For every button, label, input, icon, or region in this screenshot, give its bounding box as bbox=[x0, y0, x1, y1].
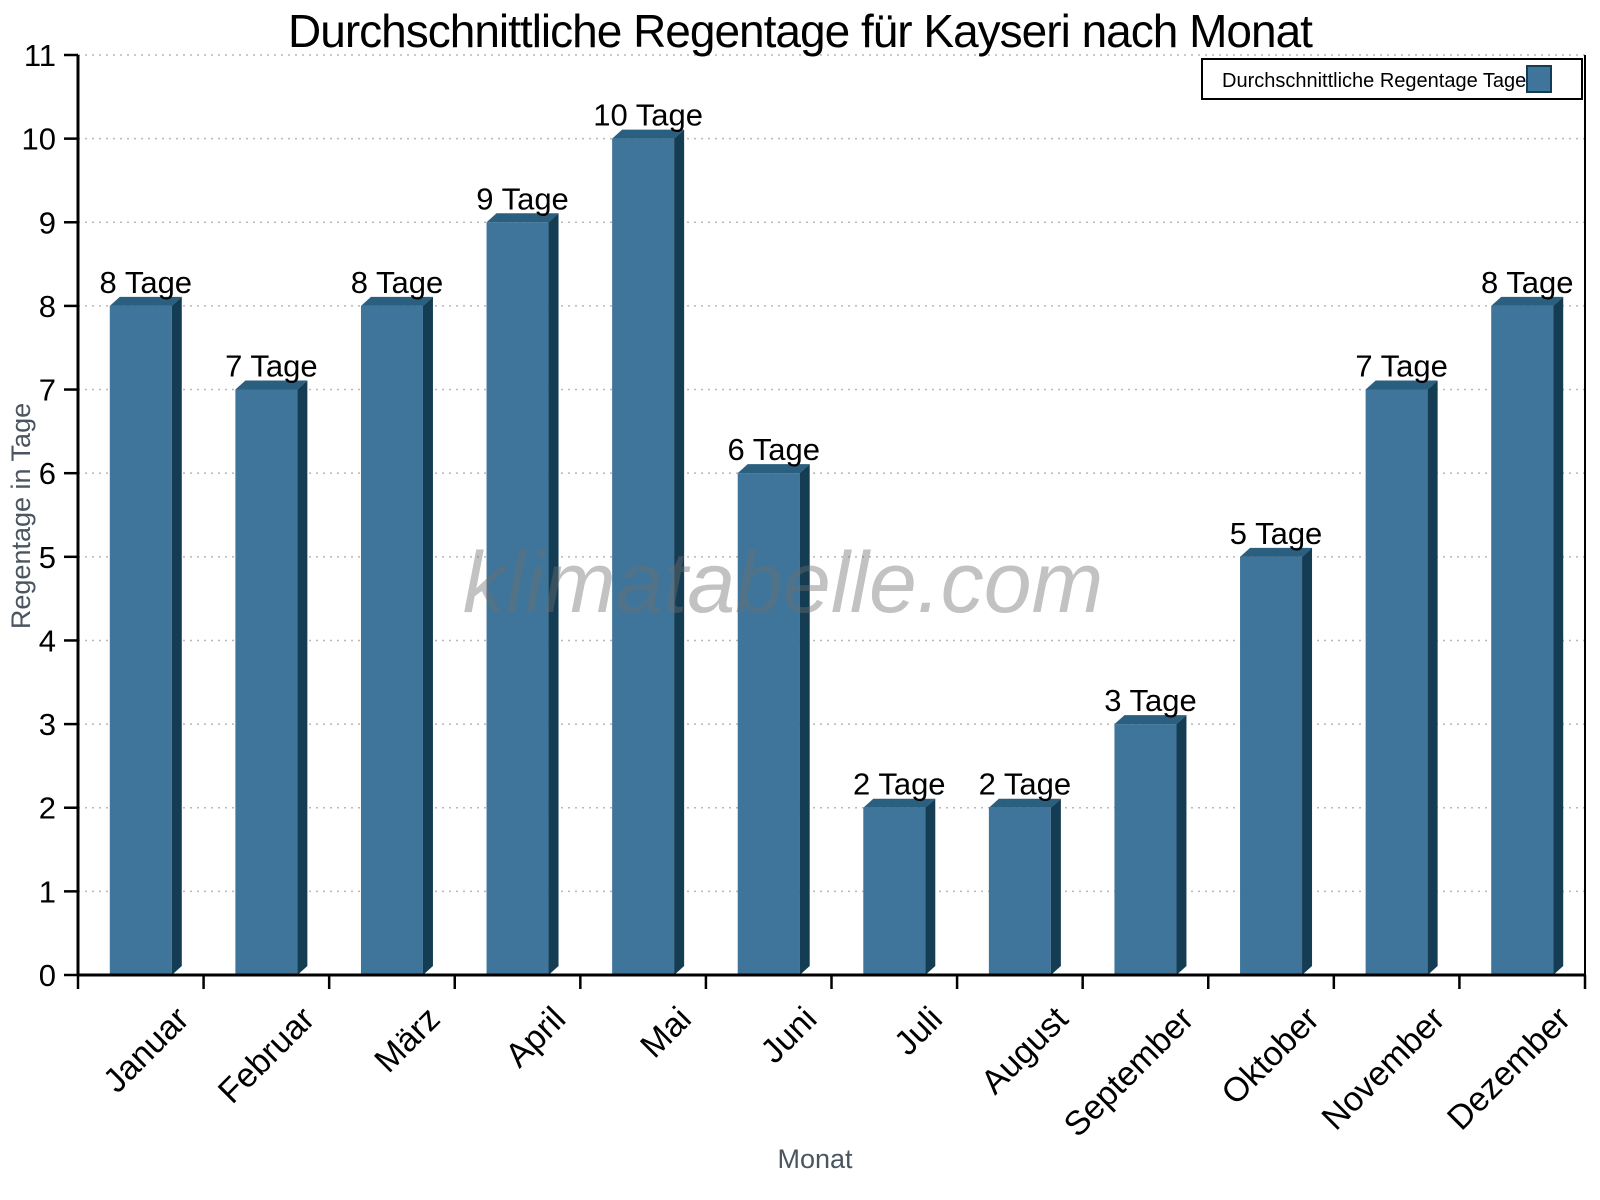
bar-label-marz: 8 Tage bbox=[351, 265, 444, 300]
bar-label-juli: 2 Tage bbox=[853, 767, 946, 802]
bar-top-august bbox=[988, 798, 1061, 808]
bar-side-juni bbox=[799, 464, 810, 975]
bar-top-dezember bbox=[1491, 296, 1564, 306]
bar-value-labels: 8 Tage 7 Tage 8 Tage 9 Tage 10 Tage 6 Tage 2 T… bbox=[100, 98, 1574, 802]
bar-label-oktober: 5 Tage bbox=[1230, 516, 1323, 551]
bar-side-juli bbox=[925, 798, 936, 975]
x-label-august: August bbox=[974, 999, 1076, 1101]
x-label-april: April bbox=[498, 1000, 573, 1075]
bar-side-april bbox=[548, 213, 559, 976]
y-tick-label-7: 7 bbox=[39, 373, 56, 408]
bar-label-mai: 10 Tage bbox=[593, 98, 703, 133]
bar-label-januar: 8 Tage bbox=[100, 265, 193, 300]
y-tick-label-0: 0 bbox=[39, 958, 56, 993]
bar-side-oktober bbox=[1302, 547, 1313, 975]
bar-top-oktober bbox=[1240, 547, 1313, 557]
x-label-juli: Juli bbox=[887, 1000, 950, 1063]
bar-november bbox=[1365, 380, 1438, 976]
y-tick-label-3: 3 bbox=[39, 707, 56, 742]
bar-side-januar bbox=[171, 296, 182, 976]
bar-top-november bbox=[1365, 380, 1438, 390]
bar-front-juli bbox=[863, 807, 926, 975]
bar-side-februar bbox=[297, 380, 308, 976]
x-axis-category-labels: Januar Februar März April Mai Juni Juli AugustS… bbox=[96, 999, 1578, 1144]
bar-front-januar bbox=[109, 305, 172, 976]
bar-label-juni: 6 Tage bbox=[727, 432, 820, 467]
bar-label-november: 7 Tage bbox=[1355, 349, 1448, 384]
y-axis-ticks: 0 1 2 3 4 5 6 7 8 9 10 11 bbox=[22, 38, 78, 993]
bar-top-april bbox=[486, 213, 559, 223]
bar-label-februar: 7 Tage bbox=[225, 349, 318, 384]
bar-oktober bbox=[1240, 547, 1313, 975]
bar-top-januar bbox=[109, 296, 182, 306]
y-axis-title: Regentage in Tage bbox=[6, 403, 36, 629]
y-tick-label-1: 1 bbox=[39, 874, 56, 909]
bar-top-juni bbox=[737, 464, 810, 474]
bar-august bbox=[988, 798, 1061, 975]
x-label-september: September bbox=[1057, 1000, 1201, 1144]
bar-side-august bbox=[1050, 798, 1061, 975]
bar-front-juni bbox=[737, 473, 800, 975]
bar-marz bbox=[360, 296, 433, 976]
x-label-mai: Mai bbox=[633, 1000, 699, 1066]
bar-front-mai bbox=[612, 138, 675, 976]
y-tick-label-9: 9 bbox=[39, 205, 56, 240]
y-tick-label-2: 2 bbox=[39, 791, 56, 826]
watermark-text: klimatabelle.com bbox=[463, 535, 1103, 631]
bar-juli bbox=[863, 798, 936, 975]
legend-swatch-icon bbox=[1526, 65, 1552, 93]
bar-front-november bbox=[1365, 389, 1428, 976]
bar-april bbox=[486, 213, 559, 976]
y-tick-label-11: 11 bbox=[24, 38, 56, 73]
x-axis-ticks bbox=[76, 975, 1587, 989]
bar-januar bbox=[109, 296, 182, 976]
bar-front-april bbox=[486, 222, 549, 976]
bar-top-september bbox=[1114, 715, 1187, 725]
bar-front-august bbox=[988, 807, 1051, 975]
legend-box bbox=[1201, 58, 1583, 100]
bar-front-februar bbox=[235, 389, 298, 976]
bar-label-dezember: 8 Tage bbox=[1481, 265, 1574, 300]
bar-front-dezember bbox=[1491, 305, 1554, 976]
y-tick-label-5: 5 bbox=[39, 540, 56, 575]
bar-label-august: 2 Tage bbox=[979, 767, 1072, 802]
x-label-dezember: Dezember bbox=[1440, 1000, 1578, 1138]
x-label-marz: März bbox=[367, 1000, 447, 1080]
bar-side-dezember bbox=[1553, 296, 1564, 976]
bar-label-april: 9 Tage bbox=[476, 181, 569, 216]
bar-side-september bbox=[1176, 715, 1187, 975]
y-tick-label-8: 8 bbox=[39, 289, 56, 324]
x-axis-title: Monat bbox=[777, 1144, 853, 1174]
legend-label: Durchschnittliche Regentage Tage bbox=[1222, 70, 1526, 92]
x-label-juni: Juni bbox=[753, 1000, 824, 1071]
x-label-november: November bbox=[1315, 1000, 1453, 1138]
y-tick-label-10: 10 bbox=[22, 122, 56, 157]
bar-front-oktober bbox=[1240, 556, 1303, 975]
bar-top-marz bbox=[360, 296, 433, 306]
bars bbox=[109, 129, 1564, 976]
bar-dezember bbox=[1491, 296, 1564, 976]
bar-top-mai bbox=[612, 129, 685, 139]
bar-side-november bbox=[1427, 380, 1438, 976]
bar-side-marz bbox=[422, 296, 433, 976]
bar-front-september bbox=[1114, 724, 1177, 975]
bar-label-september: 3 Tage bbox=[1104, 683, 1197, 718]
bar-top-februar bbox=[235, 380, 308, 390]
y-tick-label-6: 6 bbox=[39, 456, 56, 491]
x-label-oktober: Oktober bbox=[1214, 1000, 1326, 1112]
bar-juni bbox=[737, 464, 810, 975]
bar-front-marz bbox=[360, 305, 423, 976]
chart-title: Durchschnittliche Regentage für Kayseri … bbox=[288, 5, 1313, 57]
bar-mai bbox=[612, 129, 685, 976]
y-tick-label-4: 4 bbox=[39, 623, 56, 658]
legend: Durchschnittliche Regentage Tage bbox=[1201, 58, 1583, 100]
bar-top-juli bbox=[863, 798, 936, 808]
x-label-februar: Februar bbox=[211, 1000, 322, 1111]
x-label-januar: Januar bbox=[96, 1000, 196, 1100]
bar-september bbox=[1114, 715, 1187, 975]
bar-februar bbox=[235, 380, 308, 976]
bar-side-mai bbox=[674, 129, 685, 976]
